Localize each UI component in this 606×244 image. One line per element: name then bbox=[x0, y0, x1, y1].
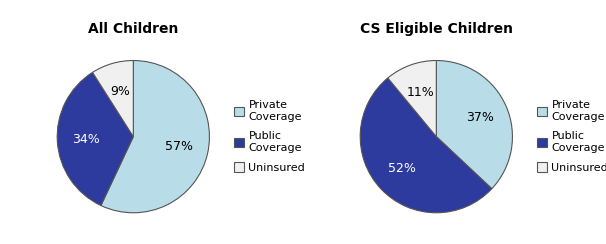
Title: CS Eligible Children: CS Eligible Children bbox=[360, 22, 513, 36]
Text: 37%: 37% bbox=[465, 112, 493, 124]
Wedge shape bbox=[93, 61, 133, 137]
Text: 57%: 57% bbox=[165, 141, 193, 153]
Legend: Private
Coverage, Public
Coverage, Uninsured: Private Coverage, Public Coverage, Unins… bbox=[537, 100, 606, 173]
Text: 52%: 52% bbox=[388, 163, 416, 175]
Wedge shape bbox=[57, 72, 133, 205]
Wedge shape bbox=[436, 61, 513, 189]
Text: 34%: 34% bbox=[72, 133, 100, 146]
Legend: Private
Coverage, Public
Coverage, Uninsured: Private Coverage, Public Coverage, Unins… bbox=[234, 100, 305, 173]
Text: 9%: 9% bbox=[110, 85, 130, 98]
Title: All Children: All Children bbox=[88, 22, 179, 36]
Wedge shape bbox=[101, 61, 210, 213]
Wedge shape bbox=[388, 61, 436, 137]
Wedge shape bbox=[360, 78, 492, 213]
Text: 11%: 11% bbox=[407, 86, 435, 99]
